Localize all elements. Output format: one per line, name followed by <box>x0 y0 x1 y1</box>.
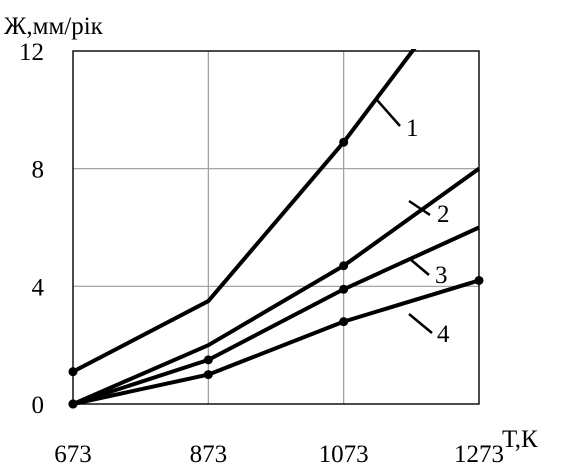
series-leader-line-4 <box>408 313 433 334</box>
x-tick-label: 1273 <box>454 441 504 468</box>
plot-frame <box>72 50 480 405</box>
x-tick-label: 1073 <box>319 441 369 468</box>
series-leader-line-1 <box>376 99 401 127</box>
x-tick-label: 673 <box>54 441 92 468</box>
series-leader-line-3 <box>409 258 430 276</box>
y-tick-label: 12 <box>19 39 44 66</box>
series-layer: 1 2 3 4 <box>68 49 484 409</box>
series-line-2 <box>73 167 481 406</box>
grid <box>73 51 479 404</box>
y-axis-label: Ж,мм/рік <box>4 13 104 40</box>
x-axis-label: Т,К <box>502 426 538 453</box>
series-line-4 <box>73 278 480 406</box>
data-point-series-1 <box>68 367 78 377</box>
data-point-series-4 <box>339 317 349 327</box>
data-point-series-4 <box>474 275 484 285</box>
x-tick-label: 873 <box>190 441 228 468</box>
data-point-series-2 <box>339 261 349 271</box>
series-label-4: 4 <box>437 321 450 348</box>
data-point-series-4 <box>203 370 213 380</box>
data-point-series-3 <box>203 355 213 365</box>
data-point-series-1 <box>339 137 349 147</box>
data-point-series-3 <box>339 284 349 294</box>
series-label-1: 1 <box>406 115 419 142</box>
series-leader-line-2 <box>408 199 431 217</box>
series-label-2: 2 <box>437 201 450 228</box>
series-line-3 <box>73 225 480 406</box>
series-clip-group <box>73 49 481 406</box>
y-tick-label: 8 <box>32 157 45 184</box>
data-point-series-4 <box>68 399 78 409</box>
y-tick-label: 0 <box>32 392 45 419</box>
series-line-1 <box>73 49 417 374</box>
series-label-3: 3 <box>435 262 448 289</box>
y-tick-label: 4 <box>32 274 45 301</box>
